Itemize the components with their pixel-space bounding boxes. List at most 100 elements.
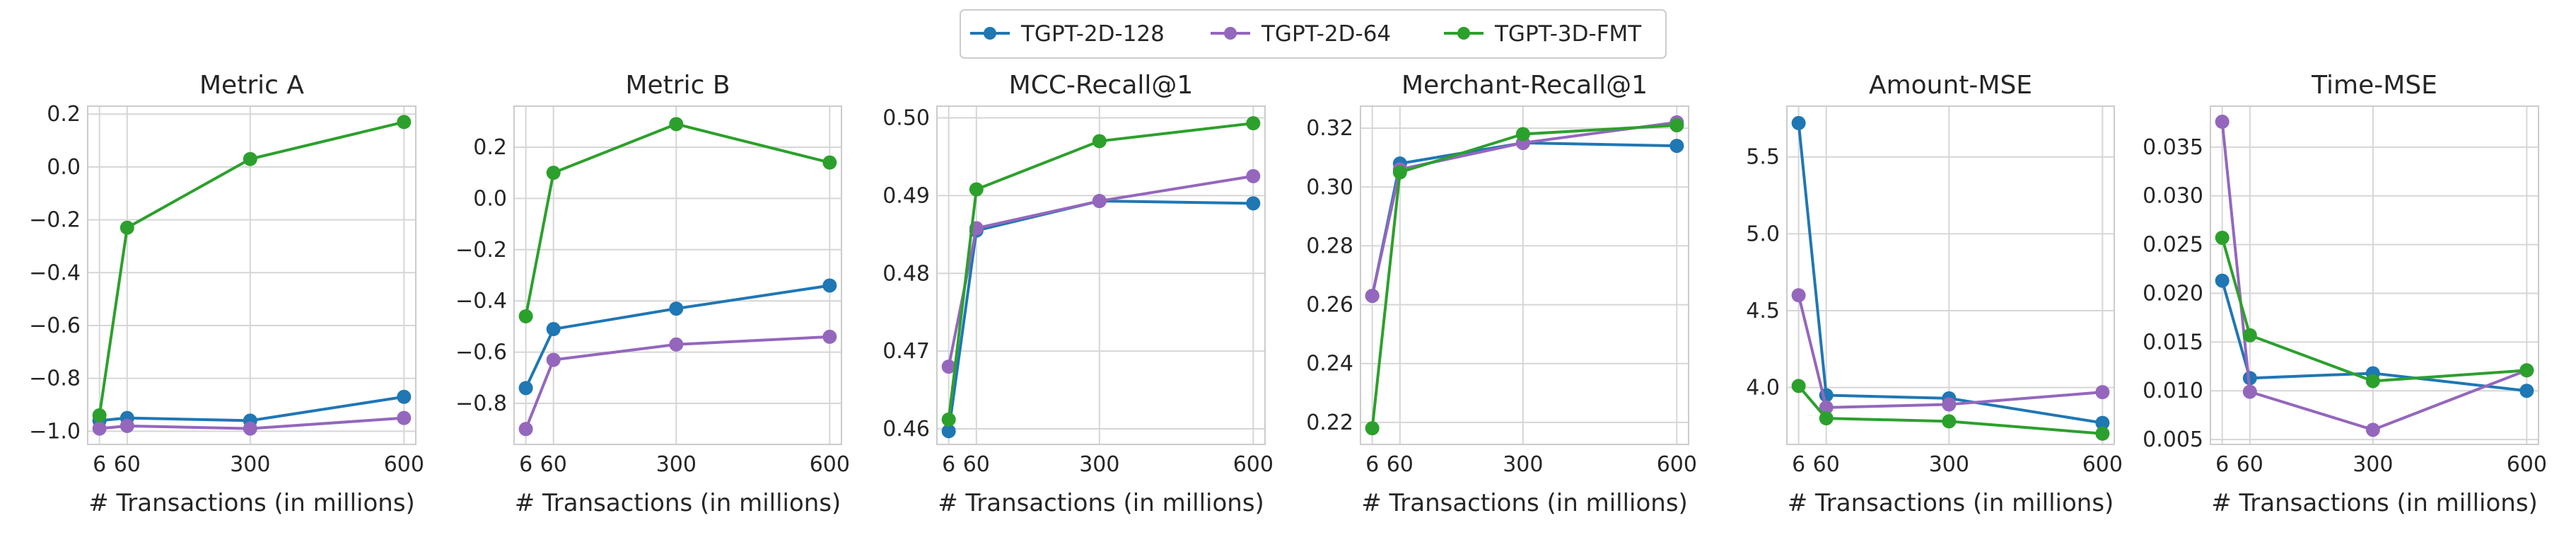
x-tick-label: 300: [2353, 452, 2393, 477]
x-tick-label: 6: [942, 452, 955, 477]
plot-area: [937, 106, 1265, 444]
x-tick-label: 6: [1792, 452, 1805, 477]
x-tick-label: 60: [1387, 452, 1414, 477]
chart-title: Metric A: [199, 71, 304, 100]
legend-entry-tgpt-2d-128: TGPT-2D-128: [970, 21, 1165, 47]
y-tick-label: 0.26: [1306, 293, 1353, 318]
y-tick-label: 0.22: [1306, 410, 1353, 435]
data-point-tgpt-2d-64: [2242, 384, 2257, 399]
data-point-tgpt-2d-64: [546, 352, 561, 367]
data-point-tgpt-3d-fmt: [2242, 328, 2257, 343]
data-point-tgpt-2d-128: [1669, 139, 1684, 154]
data-point-tgpt-3d-fmt: [969, 182, 984, 197]
y-tick-label: −0.8: [29, 367, 81, 391]
series-line-tgpt-2d-128: [2220, 280, 2527, 393]
axes-frame: [2210, 105, 2539, 445]
data-point-tgpt-3d-fmt: [1942, 414, 1957, 429]
data-point-tgpt-2d-128: [518, 381, 533, 396]
subplot-metric-b: 6 60 300 600 −0.8 −0.6 −0.4 −0.2 0.0 0.2 Metric B #…: [455, 71, 850, 517]
data-point-tgpt-2d-64: [941, 359, 956, 374]
data-point-tgpt-2d-64: [92, 421, 107, 436]
x-tick-label: 600: [810, 452, 850, 477]
y-tick-label: 0.24: [1306, 352, 1353, 376]
data-point-tgpt-2d-64: [2095, 385, 2110, 400]
legend-marker-tgpt-2d-128: [984, 27, 996, 40]
data-point-tgpt-3d-fmt: [397, 115, 412, 130]
x-tick-label: 60: [1813, 452, 1840, 477]
y-tick-label: −0.6: [29, 313, 81, 338]
subplot-merchant-recall-1: 6 60 300 600 0.22 0.24 0.26 0.28 0.30 0.32 Merchan…: [1306, 71, 1697, 517]
data-point-tgpt-2d-64: [2215, 115, 2230, 130]
chart-title: Merchant-Recall@1: [1401, 71, 1648, 100]
data-point-tgpt-2d-64: [1819, 400, 1834, 415]
x-tick-label: 300: [1079, 452, 1119, 477]
x-tick-label: 600: [1233, 452, 1274, 477]
x-tick-label: 600: [1657, 452, 1697, 477]
data-point-tgpt-3d-fmt: [92, 408, 107, 422]
y-tick-label: −0.4: [29, 260, 81, 285]
y-tick-label: 0.020: [2143, 281, 2203, 306]
data-point-tgpt-3d-fmt: [1515, 127, 1530, 142]
series-line-tgpt-3d-fmt: [2220, 237, 2527, 383]
y-tick-label: −0.4: [455, 289, 507, 313]
y-tick-label: 0.49: [882, 183, 930, 208]
data-point-tgpt-2d-128: [546, 322, 561, 337]
plot-area: [1360, 106, 1689, 444]
series-line-tgpt-2d-128: [1797, 122, 2103, 425]
series-tgpt-2d-64: [518, 329, 837, 437]
axes-frame: [936, 105, 1266, 445]
y-tick-label: 5.5: [1746, 145, 1780, 170]
legend: TGPT-2D-128 TGPT-2D-64 TGPT-3D-FMT: [960, 9, 1667, 59]
data-point-tgpt-3d-fmt: [822, 155, 837, 170]
series-tgpt-3d-fmt: [2215, 230, 2534, 389]
series-tgpt-2d-64: [92, 410, 412, 436]
series-line-tgpt-2d-128: [99, 395, 404, 422]
x-tick-label: 300: [1929, 452, 1969, 477]
chart-title: Metric B: [625, 71, 730, 100]
y-tick-label: −0.2: [455, 238, 507, 263]
x-tick-label: 6: [93, 452, 106, 477]
series-tgpt-3d-fmt: [518, 117, 837, 323]
y-tick-label: 0.025: [2143, 233, 2203, 258]
series-line-tgpt-2d-64: [1797, 294, 2103, 409]
data-point-tgpt-3d-fmt: [546, 166, 561, 180]
x-tick-label: 600: [2082, 452, 2123, 477]
data-point-tgpt-2d-64: [518, 422, 533, 437]
series-line-tgpt-3d-fmt: [1370, 124, 1677, 429]
series-tgpt-3d-fmt: [1791, 379, 2110, 441]
gridlines: [937, 106, 1265, 444]
series-line-tgpt-2d-64: [2220, 121, 2528, 432]
data-point-tgpt-3d-fmt: [1819, 411, 1834, 426]
x-tick-label: 600: [384, 452, 424, 477]
data-point-tgpt-2d-128: [669, 301, 684, 316]
series-line-tgpt-3d-fmt: [1797, 385, 2103, 435]
series-tgpt-3d-fmt: [941, 116, 1261, 427]
x-axis-label: # Transactions (in millions): [1361, 489, 1688, 517]
y-tick-label: 0.035: [2143, 135, 2203, 160]
series-tgpt-2d-128: [518, 278, 837, 396]
axes-frame: [1360, 105, 1689, 445]
data-point-tgpt-3d-fmt: [669, 117, 684, 132]
data-point-tgpt-2d-64: [1791, 288, 1806, 303]
data-point-tgpt-2d-128: [397, 389, 412, 404]
series-line-tgpt-2d-64: [1370, 120, 1677, 297]
data-point-tgpt-2d-128: [2215, 273, 2230, 288]
y-tick-label: 4.0: [1746, 376, 1780, 401]
data-point-tgpt-3d-fmt: [243, 151, 257, 166]
data-point-tgpt-3d-fmt: [1791, 379, 1806, 393]
series-line-tgpt-2d-64: [99, 416, 404, 430]
y-tick-label: 0.015: [2143, 330, 2203, 355]
subplot-mcc-recall-1: 6 60 300 600 0.46 0.47 0.48 0.49 0.50 MCC-Recall@…: [882, 71, 1274, 517]
data-point-tgpt-2d-64: [669, 337, 684, 352]
data-point-tgpt-2d-64: [822, 329, 837, 344]
data-point-tgpt-3d-fmt: [941, 412, 956, 427]
y-tick-label: 4.5: [1746, 299, 1780, 323]
legend-marker-tgpt-2d-64: [1224, 27, 1237, 40]
data-point-tgpt-2d-128: [1246, 196, 1261, 211]
data-point-tgpt-2d-128: [2095, 415, 2110, 430]
x-tick-label: 300: [656, 452, 697, 477]
legend-entry-tgpt-2d-64: TGPT-2D-64: [1211, 21, 1391, 47]
